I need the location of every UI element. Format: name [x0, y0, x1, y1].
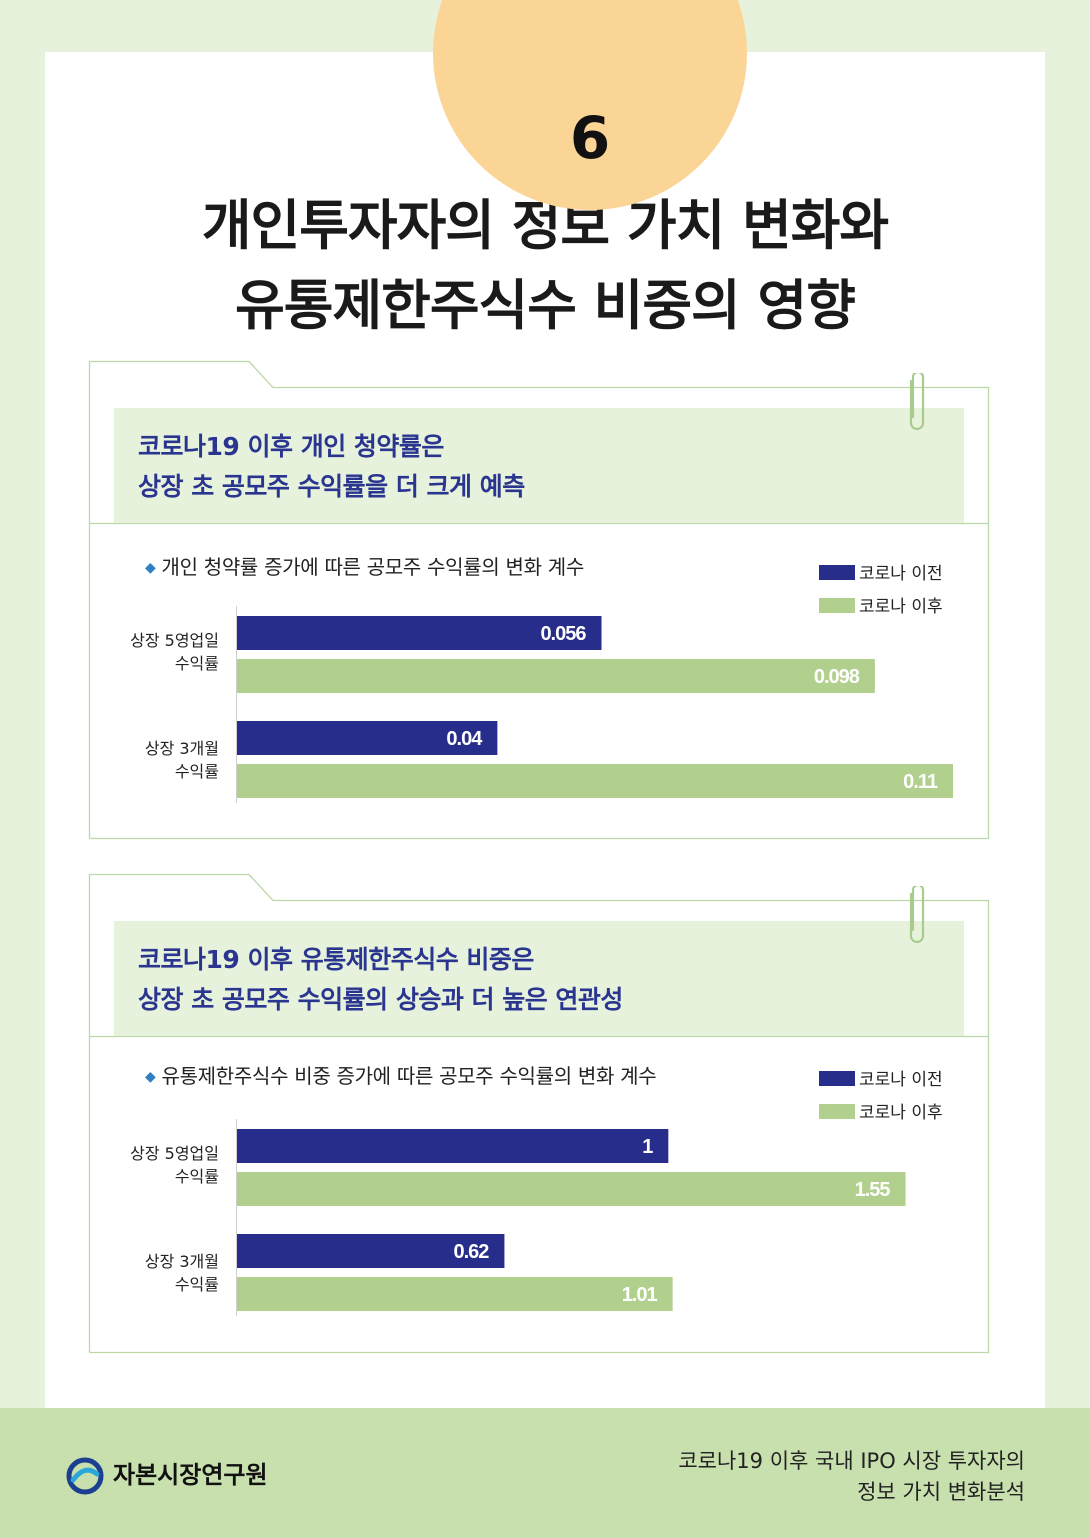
legend-label-after: 코로나 이후 — [859, 1103, 943, 1123]
bar-after — [237, 1172, 906, 1206]
kcmi-logo-icon — [66, 1457, 104, 1495]
category-label-line-1: 상장 5영업일 — [130, 1144, 219, 1163]
category-label-line-1: 상장 3개월 — [144, 1252, 219, 1271]
paperclip-icon — [909, 373, 925, 431]
bar-value-label: 1.55 — [855, 1179, 891, 1201]
chart-panel-1: 코로나19 이후 개인 청약률은 상장 초 공모주 수익률을 더 크게 예측 ◆… — [88, 360, 990, 840]
chart-subtitle: ◆ 개인 청약률 증가에 따른 공모주 수익률의 변화 계수 — [145, 551, 584, 580]
category-label-line-2: 수익률 — [174, 1275, 219, 1294]
chart-subtitle-text: 유통제한주식수 비중 증가에 따른 공모주 수익률의 변화 계수 — [161, 1064, 657, 1088]
chart-panel-2: 코로나19 이후 유통제한주식수 비중은 상장 초 공모주 수익률의 상승과 더… — [88, 873, 990, 1354]
category-label-line-2: 수익률 — [174, 1167, 219, 1186]
bar-value-label: 0.62 — [453, 1241, 489, 1263]
bar-after — [237, 764, 953, 798]
category-label-line-2: 수익률 — [174, 654, 219, 673]
org-brand: 자본시장연구원 — [65, 1455, 268, 1496]
bar-chart-2: 1 1.55 0.62 1.01 — [236, 1119, 906, 1316]
footer: 자본시장연구원 코로나19 이후 국내 IPO 시장 투자자의 정보 가치 변화… — [0, 1408, 1090, 1538]
bar-before — [237, 616, 602, 650]
panel-heading-line-1: 코로나19 이후 개인 청약률은 — [138, 432, 444, 461]
legend-before: 코로나 이전 — [819, 1065, 943, 1090]
bar-after — [237, 1277, 673, 1311]
panel-frame — [88, 360, 990, 840]
legend-label-before: 코로나 이전 — [859, 1070, 943, 1090]
legend-after: 코로나 이후 — [819, 1098, 943, 1123]
panel-heading-line-2: 상장 초 공모주 수익률의 상승과 더 높은 연관성 — [138, 985, 623, 1014]
category-label-line-2: 수익률 — [174, 762, 219, 781]
bar-value-label: 0.11 — [903, 771, 938, 793]
legend-swatch-after — [819, 1104, 855, 1119]
bar-value-label: 0.098 — [814, 666, 860, 688]
section-number-badge: 6 — [433, 0, 747, 210]
legend-swatch-before — [819, 1071, 855, 1086]
chart-subtitle-text: 개인 청약률 증가에 따른 공모주 수익률의 변화 계수 — [161, 555, 584, 579]
report-title-line-1: 코로나19 이후 국내 IPO 시장 투자자의 — [678, 1449, 1025, 1473]
bar-before — [237, 721, 498, 755]
report-title-line-2: 정보 가치 변화분석 — [857, 1480, 1025, 1504]
bar-value-label: 1.01 — [622, 1284, 658, 1306]
title-line-1: 개인투자자의 정보 가치 변화와 — [201, 194, 889, 257]
org-name: 자본시장연구원 — [113, 1461, 268, 1489]
paperclip-icon — [909, 886, 925, 944]
panel-heading-line-1: 코로나19 이후 유통제한주식수 비중은 — [138, 945, 534, 974]
title-line-2: 유통제한주식수 비중의 영향 — [235, 274, 856, 337]
chart-subtitle: ◆ 유통제한주식수 비중 증가에 따른 공모주 수익률의 변화 계수 — [145, 1060, 657, 1089]
legend-swatch-after — [819, 598, 855, 613]
category-label: 상장 3개월 수익률 — [89, 737, 219, 783]
category-label: 상장 5영업일 수익률 — [89, 1142, 219, 1188]
legend-label-before: 코로나 이전 — [859, 564, 943, 584]
legend-after: 코로나 이후 — [819, 592, 943, 617]
legend-swatch-before — [819, 565, 855, 580]
bar-before — [237, 1234, 505, 1268]
report-title: 코로나19 이후 국내 IPO 시장 투자자의 정보 가치 변화분석 — [678, 1446, 1025, 1508]
panel-heading-line-2: 상장 초 공모주 수익률을 더 크게 예측 — [138, 472, 525, 501]
panel-heading-box: 코로나19 이후 개인 청약률은 상장 초 공모주 수익률을 더 크게 예측 — [114, 408, 964, 523]
category-label: 상장 5영업일 수익률 — [89, 629, 219, 675]
section-number: 6 — [569, 104, 611, 172]
bar-value-label: 1 — [642, 1136, 653, 1158]
panel-heading-box: 코로나19 이후 유통제한주식수 비중은 상장 초 공모주 수익률의 상승과 더… — [114, 921, 964, 1036]
page-title: 개인투자자의 정보 가치 변화와 유통제한주식수 비중의 영향 — [0, 186, 1090, 346]
panel-frame — [88, 873, 990, 1354]
bar-value-label: 0.056 — [540, 623, 586, 645]
legend-before: 코로나 이전 — [819, 559, 943, 584]
bar-before — [237, 1129, 669, 1163]
bar-chart-1: 0.056 0.098 0.04 0.11 — [236, 606, 953, 803]
diamond-bullet-icon: ◆ — [145, 560, 156, 576]
category-label-line-1: 상장 3개월 — [144, 739, 219, 758]
diamond-bullet-icon: ◆ — [145, 1069, 156, 1085]
category-label-line-1: 상장 5영업일 — [130, 631, 219, 650]
category-label: 상장 3개월 수익률 — [89, 1250, 219, 1296]
legend-label-after: 코로나 이후 — [859, 597, 943, 617]
bar-after — [237, 659, 875, 693]
bar-value-label: 0.04 — [446, 728, 483, 750]
